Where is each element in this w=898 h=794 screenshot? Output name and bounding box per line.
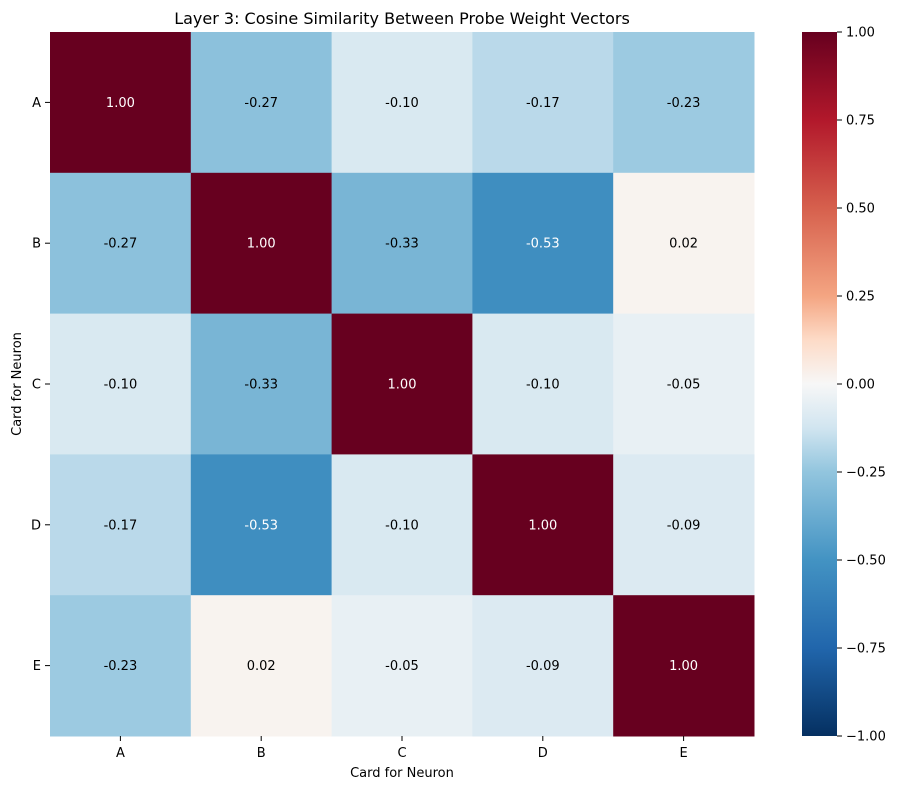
heatmap-cell (50, 32, 192, 174)
colorbar-tick-label: 0.50 (846, 202, 875, 217)
y-axis: A B C D E (31, 96, 50, 674)
colorbar-tick-label: −0.50 (846, 554, 886, 569)
cell-value-label: -0.09 (667, 518, 701, 533)
y-tick-label: E (33, 659, 41, 674)
heatmap-cell (472, 172, 614, 315)
y-tick-label: C (32, 378, 41, 393)
colorbar-tick-label: −0.25 (846, 466, 886, 481)
cell-value-label: -0.53 (244, 518, 278, 533)
heatmap-cell (50, 595, 192, 737)
heatmap-cell (331, 32, 473, 174)
cell-value-label: -0.23 (667, 96, 701, 111)
cell-value-label: -0.09 (526, 659, 560, 674)
cell-value-label: -0.10 (104, 378, 138, 393)
x-tick-label: E (679, 746, 687, 761)
y-tick-label: B (32, 237, 41, 252)
cell-value-label: 0.02 (247, 659, 276, 674)
cell-value-label: 1.00 (247, 237, 276, 252)
cell-value-label: 1.00 (106, 96, 135, 111)
heatmap-cell (331, 313, 473, 455)
heatmap-cell (331, 454, 473, 596)
cell-value-label: -0.10 (385, 518, 419, 533)
x-tick-label: B (257, 746, 266, 761)
chart-title: Layer 3: Cosine Similarity Between Probe… (174, 9, 630, 28)
cell-value-label: -0.53 (526, 237, 560, 252)
heatmap-cell (613, 32, 755, 174)
colorbar-gradient (802, 32, 837, 736)
heatmap-cell (613, 595, 755, 737)
heatmap-cell (50, 313, 192, 455)
heatmap-cell (331, 595, 473, 737)
cell-value-label: 1.00 (528, 518, 557, 533)
colorbar-tick-label: 0.75 (846, 114, 875, 129)
colorbar: 1.00 0.75 0.50 0.25 0.00 −0.25 −0.50 −0.75 −1.00 (802, 26, 886, 745)
colorbar-tick-label: 0.00 (846, 378, 875, 393)
cell-value-label: 0.02 (669, 237, 698, 252)
colorbar-tick-label: 1.00 (846, 26, 875, 41)
heatmap-cell (613, 313, 755, 455)
cell-value-label: -0.33 (385, 237, 419, 252)
cell-value-label: -0.33 (244, 378, 278, 393)
heatmap-cell (613, 454, 755, 596)
heatmap-cell (50, 454, 192, 596)
x-axis-label: Card for Neuron (350, 766, 454, 781)
heatmap-cell (331, 172, 473, 315)
y-tick-label: D (31, 518, 41, 533)
colorbar-tick-label: −1.00 (846, 730, 886, 745)
heatmap-cell (190, 454, 333, 596)
cell-value-label: -0.10 (526, 378, 560, 393)
heatmap-cells: 1.00 -0.27 -0.10 -0.17 -0.23 -0.27 1.00 -0.33 -0… (50, 32, 755, 737)
x-tick-label: A (116, 746, 125, 761)
x-tick-label: D (538, 746, 548, 761)
heatmap-cell (472, 454, 614, 596)
x-axis: A B C D E (116, 736, 688, 761)
cell-value-label: -0.17 (104, 518, 138, 533)
cell-value-label: -0.23 (104, 659, 138, 674)
colorbar-tick-label: −0.75 (846, 642, 886, 657)
cell-value-label: -0.27 (104, 237, 138, 252)
heatmap-cell (613, 172, 755, 315)
x-tick-label: C (397, 746, 406, 761)
heatmap-cell (472, 595, 614, 737)
heatmap-cell (472, 313, 614, 455)
heatmap-cell (190, 172, 333, 315)
cell-value-label: -0.27 (244, 96, 278, 111)
cell-value-label: 1.00 (388, 378, 417, 393)
cell-value-label: -0.05 (667, 378, 701, 393)
cell-value-label: -0.10 (385, 96, 419, 111)
y-tick-label: A (32, 96, 41, 111)
colorbar-tick-label: 0.25 (846, 290, 875, 305)
heatmap-cell (50, 172, 192, 315)
heatmap-cell (190, 32, 333, 174)
y-axis-label: Card for Neuron (10, 332, 25, 436)
heatmap-cell (472, 32, 614, 174)
cell-value-label: -0.05 (385, 659, 419, 674)
heatmap-cell (190, 313, 333, 455)
cell-value-label: -0.17 (526, 96, 560, 111)
cell-value-label: 1.00 (669, 659, 698, 674)
heatmap-cell (190, 595, 333, 737)
